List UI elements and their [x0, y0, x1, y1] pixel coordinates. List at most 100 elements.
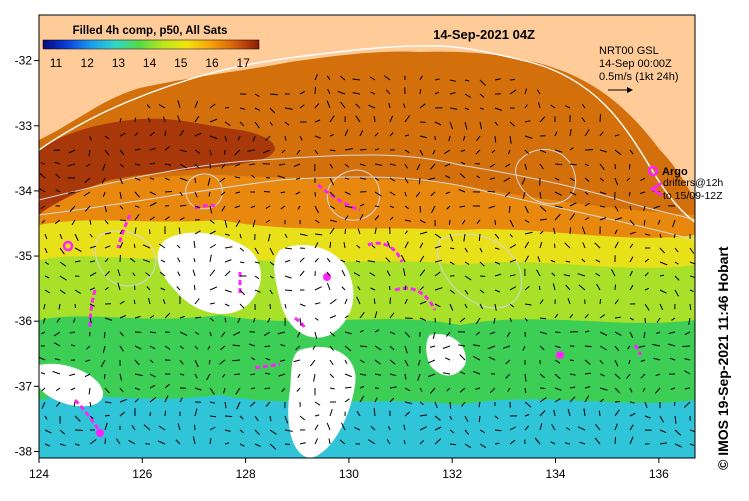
current-vector: [285, 444, 290, 445]
current-vector: [450, 402, 451, 409]
current-vector: [195, 178, 196, 183]
current-vector: [165, 411, 166, 416]
current-vector: [629, 164, 630, 170]
current-vector: [264, 192, 270, 193]
current-legend-scale: 0.5m/s (1kt 24h): [599, 71, 678, 83]
current-vector: [570, 360, 574, 361]
current-vector: [479, 234, 480, 241]
current-vector: [234, 374, 240, 375]
current-vector: [539, 286, 540, 290]
current-vector: [120, 220, 126, 221]
current-vector: [682, 346, 690, 347]
current-vector: [420, 206, 421, 213]
current-vector: [555, 164, 562, 165]
current-legend-time: 14-Sep 00:00Z: [599, 58, 672, 70]
drifter-legend-line1: drifters@12h: [663, 177, 723, 189]
current-legend-product: NRT00 GSL: [599, 45, 659, 57]
current-vector: [554, 244, 555, 248]
current-vector: [225, 416, 232, 417]
current-vector: [690, 304, 691, 310]
current-vector: [210, 164, 211, 169]
current-vector: [674, 402, 675, 406]
drifter-legend-line2: to 15/09-12Z: [663, 190, 723, 202]
colorbar-tick-label: 17: [237, 56, 251, 70]
current-vector: [315, 87, 316, 94]
current-vector: [599, 411, 600, 416]
current-vector: [390, 298, 391, 304]
current-vector: [105, 438, 106, 444]
current-vector: [315, 192, 316, 197]
current-vector: [615, 437, 616, 444]
current-vector: [510, 80, 515, 81]
current-vector: [566, 261, 570, 262]
colorbar-tick-label: 14: [143, 56, 157, 70]
y-tick-label: -36: [15, 314, 33, 328]
current-vector: [555, 332, 560, 333]
colorbar-tick-label: 13: [112, 56, 126, 70]
current-vector: [180, 205, 186, 206]
current-vector: [390, 286, 391, 290]
current-vector: [194, 285, 195, 290]
x-tick-label: 134: [546, 467, 566, 481]
current-vector: [420, 89, 421, 94]
current-vector: [135, 285, 136, 290]
current-vector: [104, 374, 105, 379]
current-vector: [225, 108, 229, 109]
current-vector: [419, 178, 420, 184]
argo-float-marker: [556, 351, 564, 359]
current-vector: [615, 285, 616, 290]
x-tick-label: 130: [339, 467, 359, 481]
y-axis: -32 -33 -34 -35 -36 -37 -38: [15, 54, 39, 459]
y-tick-label: -37: [15, 379, 33, 393]
current-vector: [330, 242, 331, 248]
current-vector: [585, 346, 592, 347]
current-vector: [150, 163, 155, 164]
current-vector: [165, 192, 172, 193]
current-vector: [600, 299, 601, 304]
argo-float-marker: [96, 429, 104, 437]
current-vector: [345, 229, 346, 234]
current-vector: [449, 220, 450, 225]
current-vector: [615, 402, 620, 403]
current-vector: [479, 416, 480, 422]
current-vector: [249, 164, 255, 165]
current-vector: [360, 149, 366, 150]
y-tick-label: -33: [15, 119, 33, 133]
x-tick-label: 136: [649, 467, 669, 481]
colorbar-tick-label: 12: [81, 56, 95, 70]
current-vector: [570, 228, 571, 235]
current-vector: [195, 425, 196, 430]
x-tick-label: 128: [236, 467, 256, 481]
current-vector: [345, 387, 351, 388]
colorbar-bar: [43, 40, 259, 49]
current-vector: [495, 443, 499, 444]
colorbar-label: Filled 4h comp, p50, All Sats: [73, 25, 228, 37]
y-tick-label: -32: [15, 54, 33, 68]
y-tick-label: -34: [15, 184, 33, 198]
current-vector: [104, 332, 105, 338]
current-vector: [285, 290, 292, 291]
y-tick-label: -38: [15, 444, 33, 458]
current-vector: [475, 164, 480, 165]
credit-text: © IMOS 19-Sep-2021 11:46 Hobart: [715, 246, 731, 470]
current-vector: [135, 118, 136, 122]
current-vector: [75, 304, 76, 308]
current-vector: [150, 229, 151, 234]
x-tick-label: 132: [442, 467, 462, 481]
colorbar-tick-label: 16: [205, 56, 219, 70]
current-vector: [330, 150, 335, 151]
current-vector: [629, 192, 630, 196]
colorbar-tick-label: 11: [50, 56, 63, 70]
map-title: 14-Sep-2021 04Z: [433, 27, 535, 42]
current-vector: [600, 114, 601, 122]
x-tick-label: 126: [132, 467, 152, 481]
current-vector: [165, 131, 166, 137]
current-vector: [495, 136, 496, 143]
current-vector: [105, 415, 110, 416]
current-vector: [266, 178, 270, 179]
y-tick-label: -35: [15, 249, 33, 263]
colorbar-tick-label: 15: [174, 56, 188, 70]
